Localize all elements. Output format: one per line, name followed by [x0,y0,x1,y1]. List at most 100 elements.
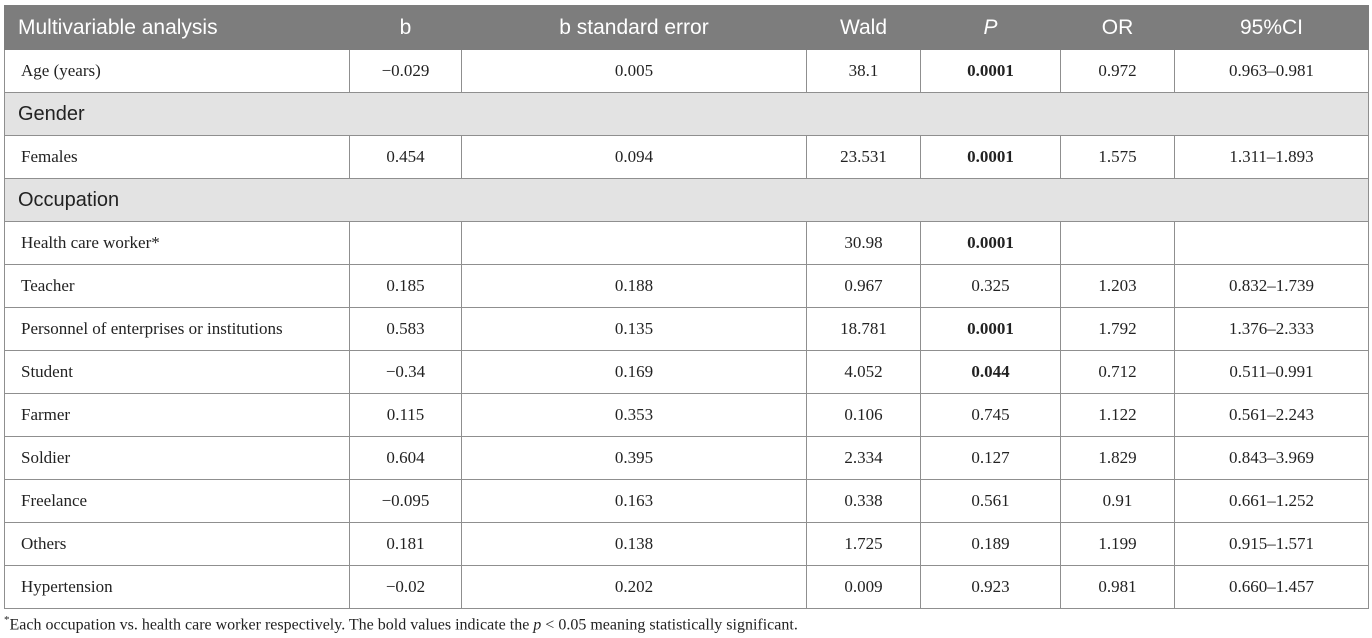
cell-b-se: 0.163 [461,479,807,523]
cell-p: 0.0001 [920,307,1061,351]
cell-b: 0.185 [349,264,462,308]
cell-b: −0.095 [349,479,462,523]
cell-wald: 0.106 [806,393,921,437]
cell-ci: 0.661–1.252 [1174,479,1369,523]
cell-p: 0.189 [920,522,1061,566]
cell-b-se: 0.395 [461,436,807,480]
table-row: Farmer 0.115 0.353 0.106 0.745 1.122 0.561–2.2… [4,393,1369,437]
cell-ci: 0.915–1.571 [1174,522,1369,566]
cell-label: Females [4,135,350,179]
cell-b-se: 0.353 [461,393,807,437]
section-row: Occupation [4,178,1369,222]
cell-wald: 0.009 [806,565,921,609]
footnote-p-symbol: p [533,616,542,634]
header-b-standard-error: b standard error [461,5,807,50]
cell-wald: 38.1 [806,49,921,93]
cell-p: 0.325 [920,264,1061,308]
cell-p: 0.0001 [920,135,1061,179]
section-row: Gender [4,92,1369,136]
cell-p: 0.923 [920,565,1061,609]
cell-b-se: 0.005 [461,49,807,93]
cell-wald: 2.334 [806,436,921,480]
cell-label: Age (years) [4,49,350,93]
cell-p: 0.745 [920,393,1061,437]
cell-ci: 0.660–1.457 [1174,565,1369,609]
cell-or: 1.199 [1060,522,1175,566]
header-multivariable-analysis: Multivariable analysis [4,5,350,50]
cell-ci: 0.832–1.739 [1174,264,1369,308]
cell-b: −0.029 [349,49,462,93]
cell-b-se: 0.202 [461,565,807,609]
cell-label: Hypertension [4,565,350,609]
cell-or: 0.972 [1060,49,1175,93]
header-p: P [920,5,1061,50]
section-label: Occupation [4,178,1369,222]
cell-wald: 18.781 [806,307,921,351]
cell-or: 1.792 [1060,307,1175,351]
cell-ci: 0.511–0.991 [1174,350,1369,394]
header-or: OR [1060,5,1175,50]
cell-p: 0.561 [920,479,1061,523]
cell-label: Student [4,350,350,394]
cell-or: 1.203 [1060,264,1175,308]
cell-or [1060,221,1175,265]
cell-b-se: 0.135 [461,307,807,351]
footnote-threshold: < 0.05 meaning statistically significant… [541,616,798,634]
table-row: Others 0.181 0.138 1.725 0.189 1.199 0.915–1.5… [4,522,1369,566]
cell-ci: 1.376–2.333 [1174,307,1369,351]
regression-table: Multivariable analysis b b standard erro… [4,5,1369,609]
cell-or: 1.122 [1060,393,1175,437]
table-body: Age (years) −0.029 0.005 38.1 0.0001 0.972 0.9… [4,49,1369,609]
cell-b: −0.02 [349,565,462,609]
header-b: b [349,5,462,50]
cell-or: 0.91 [1060,479,1175,523]
table-row: Hypertension −0.02 0.202 0.009 0.923 0.981 0.6… [4,565,1369,609]
cell-label: Freelance [4,479,350,523]
cell-wald: 0.967 [806,264,921,308]
cell-label: Health care worker* [4,221,350,265]
cell-p: 0.0001 [920,221,1061,265]
cell-wald: 0.338 [806,479,921,523]
table-row: Soldier 0.604 0.395 2.334 0.127 1.829 0.843–3.… [4,436,1369,480]
cell-b-se [461,221,807,265]
cell-ci: 0.843–3.969 [1174,436,1369,480]
footnote-marker: * [4,614,10,626]
section-label: Gender [4,92,1369,136]
cell-label: Soldier [4,436,350,480]
table-row: Age (years) −0.029 0.005 38.1 0.0001 0.972 0.9… [4,49,1369,93]
cell-or: 1.575 [1060,135,1175,179]
cell-label: Farmer [4,393,350,437]
table-row: Health care worker* 30.98 0.0001 [4,221,1369,265]
cell-ci [1174,221,1369,265]
cell-or: 0.712 [1060,350,1175,394]
cell-wald: 1.725 [806,522,921,566]
cell-p: 0.127 [920,436,1061,480]
cell-ci: 0.561–2.243 [1174,393,1369,437]
cell-b-se: 0.169 [461,350,807,394]
cell-or: 1.829 [1060,436,1175,480]
table-row: Personnel of enterprises or institutions… [4,307,1369,351]
cell-b: 0.115 [349,393,462,437]
cell-b [349,221,462,265]
table-row: Teacher 0.185 0.188 0.967 0.325 1.203 0.832–1.… [4,264,1369,308]
cell-wald: 23.531 [806,135,921,179]
cell-b: 0.604 [349,436,462,480]
cell-wald: 30.98 [806,221,921,265]
cell-b: −0.34 [349,350,462,394]
cell-b-se: 0.094 [461,135,807,179]
cell-p: 0.044 [920,350,1061,394]
cell-ci: 0.963–0.981 [1174,49,1369,93]
cell-wald: 4.052 [806,350,921,394]
table-row: Student −0.34 0.169 4.052 0.044 0.712 0.511–0.… [4,350,1369,394]
table-row: Females 0.454 0.094 23.531 0.0001 1.575 1.311–… [4,135,1369,179]
table-row: Freelance −0.095 0.163 0.338 0.561 0.91 0.661–… [4,479,1369,523]
header-95ci: 95%CI [1174,5,1369,50]
header-wald: Wald [806,5,921,50]
cell-b-se: 0.138 [461,522,807,566]
header-row: Multivariable analysis b b standard erro… [4,5,1369,50]
footnote-text: Each occupation vs. health care worker r… [9,616,534,634]
cell-label: Personnel of enterprises or institutions [4,307,350,351]
cell-ci: 1.311–1.893 [1174,135,1369,179]
cell-label: Others [4,522,350,566]
cell-p: 0.0001 [920,49,1061,93]
